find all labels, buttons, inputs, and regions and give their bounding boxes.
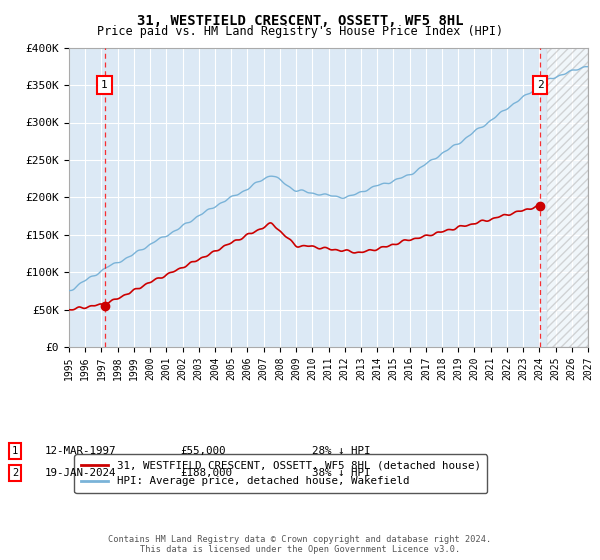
Bar (547, 48, 588, 347)
Text: 19-JAN-2024: 19-JAN-2024 (45, 468, 116, 478)
Text: 1: 1 (101, 80, 108, 90)
Text: Contains HM Land Registry data © Crown copyright and database right 2024.
This d: Contains HM Land Registry data © Crown c… (109, 535, 491, 554)
Text: 1: 1 (12, 446, 18, 456)
Text: 28% ↓ HPI: 28% ↓ HPI (312, 446, 371, 456)
Text: 12-MAR-1997: 12-MAR-1997 (45, 446, 116, 456)
Text: £188,000: £188,000 (180, 468, 232, 478)
Text: Price paid vs. HM Land Registry's House Price Index (HPI): Price paid vs. HM Land Registry's House … (97, 25, 503, 38)
Text: 2: 2 (537, 80, 544, 90)
Text: 38% ↓ HPI: 38% ↓ HPI (312, 468, 371, 478)
Legend: 31, WESTFIELD CRESCENT, OSSETT, WF5 8HL (detached house), HPI: Average price, de: 31, WESTFIELD CRESCENT, OSSETT, WF5 8HL … (74, 455, 487, 493)
Text: 31, WESTFIELD CRESCENT, OSSETT, WF5 8HL: 31, WESTFIELD CRESCENT, OSSETT, WF5 8HL (137, 14, 463, 28)
Text: £55,000: £55,000 (180, 446, 226, 456)
Text: 2: 2 (12, 468, 18, 478)
